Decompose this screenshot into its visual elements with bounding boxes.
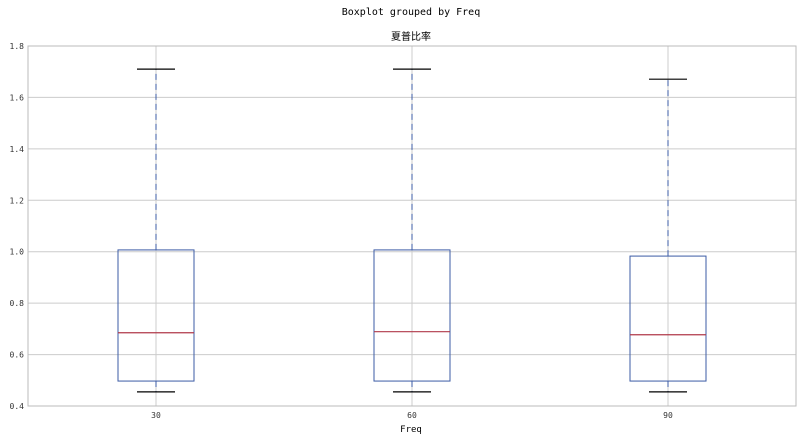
box-iqr	[117, 249, 195, 382]
y-tick-label: 1.6	[10, 93, 25, 102]
plot-frame	[27, 45, 797, 407]
plot-area: 0.4 0.6 0.8 1.0 1.2 1.4 1.6 1.8 30 60 90	[10, 42, 797, 420]
x-axis-label: Freq	[400, 425, 422, 435]
y-tick-label: 0.8	[10, 299, 25, 308]
x-tick-label: 60	[407, 411, 417, 420]
y-tick-label: 1.2	[10, 196, 25, 205]
box-iqr	[629, 255, 707, 382]
chart-suptitle: Boxplot grouped by Freq	[342, 7, 480, 18]
y-tick-label: 1.8	[10, 42, 25, 51]
x-tick-label: 30	[151, 411, 161, 420]
y-tick-label: 1.4	[10, 145, 25, 154]
y-tick-label: 0.6	[10, 351, 25, 360]
y-tick-label: 1.0	[10, 248, 25, 257]
x-tick-label: 90	[663, 411, 673, 420]
y-tick-label: 0.4	[10, 402, 25, 411]
chart-title: 夏普比率	[391, 30, 431, 43]
box-iqr	[373, 249, 451, 382]
